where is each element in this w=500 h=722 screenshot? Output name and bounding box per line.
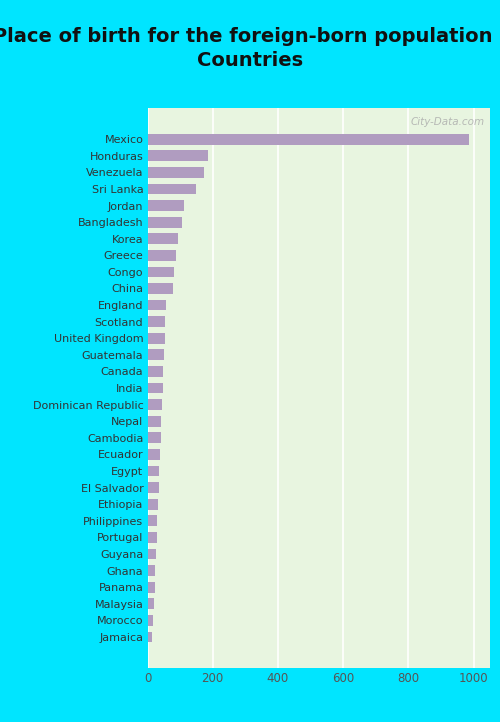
Bar: [148, 416, 161, 427]
Bar: [148, 167, 204, 178]
Text: Place of birth for the foreign-born population -
Countries: Place of birth for the foreign-born popu…: [0, 27, 500, 70]
Bar: [148, 266, 174, 277]
Bar: [148, 333, 165, 344]
Bar: [148, 582, 154, 593]
Bar: [148, 383, 162, 393]
Bar: [148, 217, 182, 227]
Bar: [148, 283, 173, 294]
Bar: [148, 432, 160, 443]
Bar: [148, 183, 196, 194]
Bar: [148, 134, 469, 144]
Bar: [148, 449, 160, 460]
Bar: [148, 200, 184, 211]
Bar: [148, 349, 164, 360]
Bar: [148, 532, 156, 543]
Bar: [148, 399, 162, 410]
Bar: [148, 549, 156, 560]
Bar: [148, 233, 178, 244]
Bar: [148, 516, 158, 526]
Bar: [148, 466, 159, 477]
Bar: [148, 250, 176, 261]
Text: City-Data.com: City-Data.com: [410, 117, 485, 126]
Bar: [148, 366, 163, 377]
Bar: [148, 499, 158, 510]
Bar: [148, 615, 154, 626]
Bar: [148, 565, 156, 576]
Bar: [148, 632, 152, 643]
Bar: [148, 300, 167, 310]
Bar: [148, 150, 208, 161]
Bar: [148, 316, 166, 327]
Bar: [148, 599, 154, 609]
Bar: [148, 482, 158, 493]
